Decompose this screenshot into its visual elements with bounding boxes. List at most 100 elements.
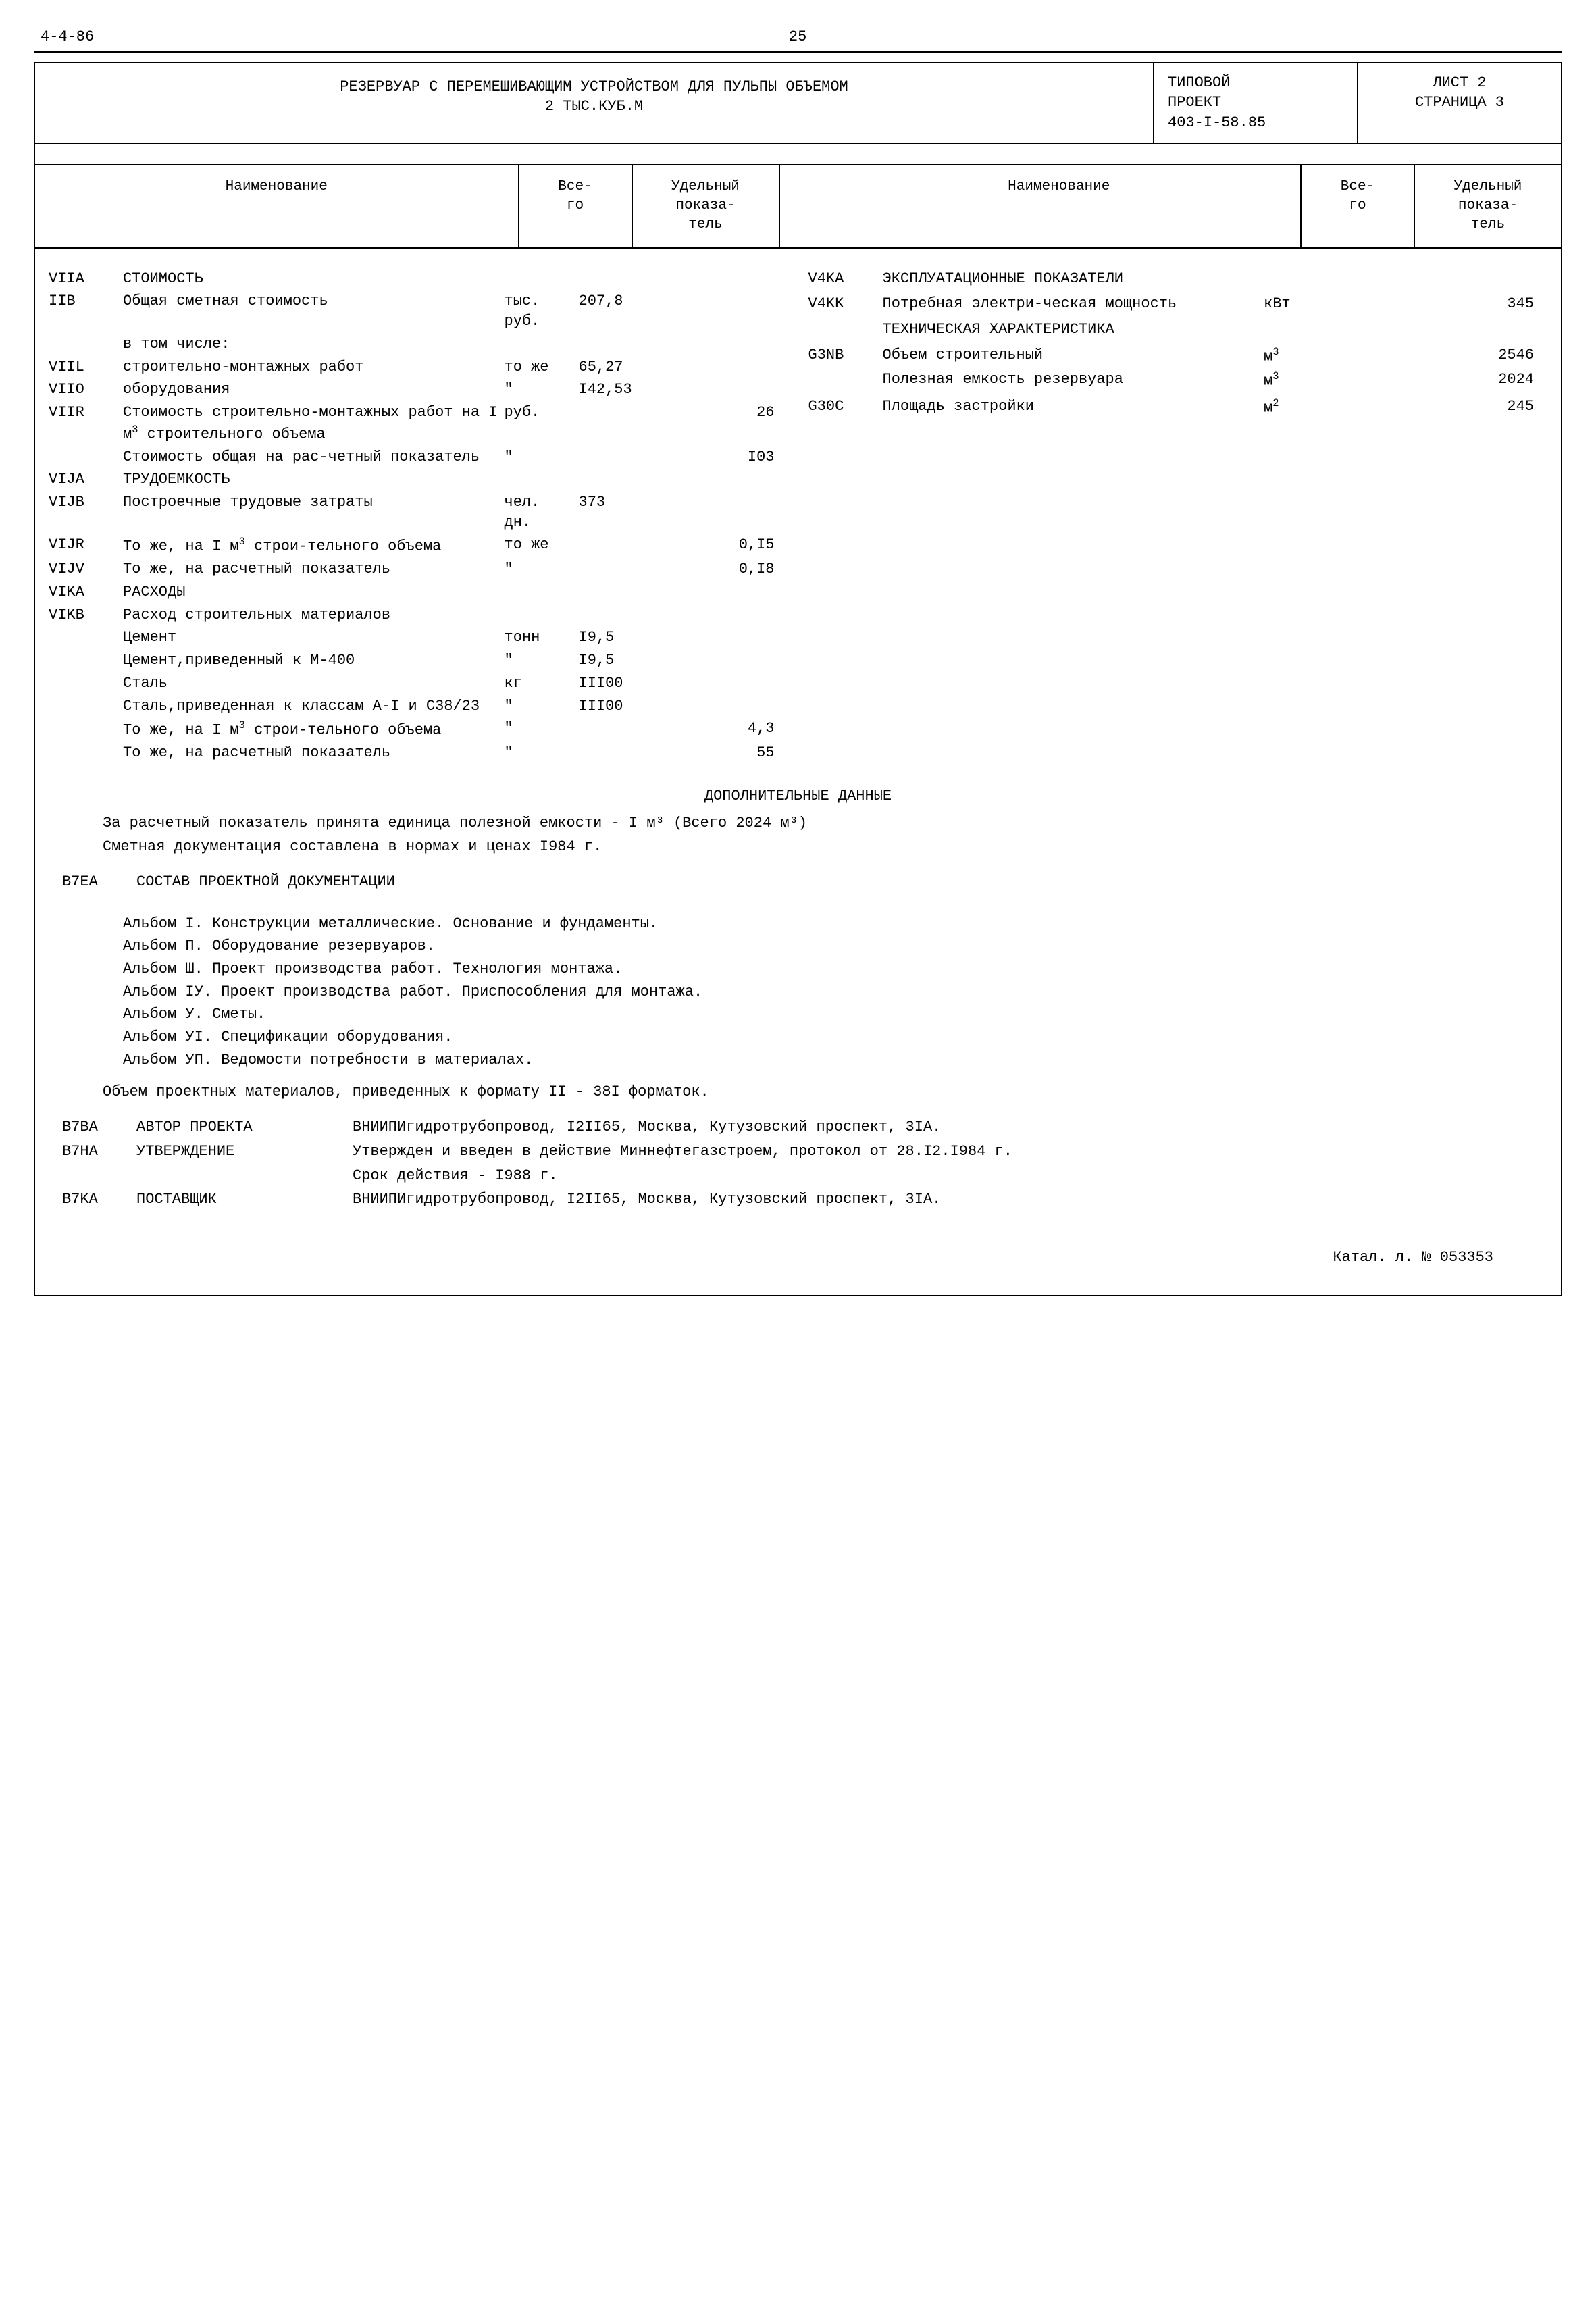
- document-title: РЕЗЕРВУАР С ПЕРЕМЕШИВАЮЩИМ УСТРОЙСТВОМ Д…: [35, 63, 1153, 143]
- table-row: V4KKПотребная электри-ческая мощностькВт…: [808, 294, 1548, 314]
- row-unit: ": [505, 650, 579, 671]
- row-code: VIIL: [49, 357, 123, 378]
- meta-label: УТВЕРЖДЕНИЕ: [136, 1141, 353, 1162]
- table-row: G30CПлощадь застройким2245: [808, 396, 1548, 418]
- row-specific: 0,I8: [680, 559, 788, 580]
- row-specific: I03: [680, 447, 788, 467]
- right-column: V4KAЭКСПЛУАТАЦИОННЫЕ ПОКАЗАТЕЛИ V4KKПотре…: [808, 269, 1548, 766]
- doc-code: 4-4-86: [41, 27, 94, 47]
- row-unit: тонн: [505, 627, 579, 648]
- row-unit: тыс. руб.: [505, 291, 579, 331]
- row-desc: То же, на I м3 строи-тельного объема: [123, 719, 505, 740]
- album-item: Альбом УП. Ведомости потребности в матер…: [123, 1050, 1534, 1071]
- table-row: VIJRТо же, на I м3 строи-тельного объема…: [49, 535, 788, 557]
- table-row: V4KAЭКСПЛУАТАЦИОННЫЕ ПОКАЗАТЕЛИ: [808, 269, 1548, 289]
- doc-section-code: B7EA: [62, 872, 136, 892]
- meta-code: B7KA: [62, 1189, 136, 1210]
- album-item: Альбом П. Оборудование резервуаров.: [123, 936, 1534, 956]
- meta-value: Утвержден и введен в действие Миннефтега…: [353, 1141, 1534, 1162]
- page-header: 4-4-86 25: [34, 27, 1562, 53]
- row-unit: ": [505, 719, 579, 739]
- row-code: VIKA: [49, 582, 123, 602]
- table-row: СталькгIII00: [49, 673, 788, 694]
- table-row: Сталь,приведенная к классам А-I и С38/23…: [49, 696, 788, 717]
- album-item: Альбом I. Конструкции металлические. Осн…: [123, 914, 1534, 934]
- row-desc: Расход строительных материалов: [123, 605, 505, 625]
- table-row: Полезная емкость резервуарам32024: [808, 369, 1548, 391]
- row-code: VIJR: [49, 535, 123, 555]
- row-unit: ": [505, 559, 579, 580]
- row-code: VIIR: [49, 403, 123, 423]
- table-body: VIIAСТОИМОСТЬIIBОбщая сметная стоимостьт…: [35, 249, 1561, 773]
- meta-value: Срок действия - I988 г.: [353, 1166, 1534, 1186]
- row-unit: ": [505, 380, 579, 400]
- left-column: VIIAСТОИМОСТЬIIBОбщая сметная стоимостьт…: [49, 269, 788, 766]
- meta-label: ПОСТАВЩИК: [136, 1189, 353, 1210]
- title-line-2: 2 ТЫС.КУБ.М: [55, 97, 1133, 117]
- table-row: ЦементтоннI9,5: [49, 627, 788, 648]
- meta-row: B7KAПОСТАВЩИКВНИИПИгидротрубопровод, I2I…: [62, 1189, 1534, 1210]
- table-row: VIJBПостроечные трудовые затратычел. дн.…: [49, 492, 788, 532]
- additional-p2: Сметная документация составлена в нормах…: [62, 837, 1534, 857]
- row-code: VIIA: [49, 269, 123, 289]
- row-desc: ТЕХНИЧЕСКАЯ ХАРАКТЕРИСТИКА: [883, 319, 1264, 340]
- table-row: То же, на расчетный показатель"55: [49, 743, 788, 763]
- title-line-1: РЕЗЕРВУАР С ПЕРЕМЕШИВАЮЩИМ УСТРОЙСТВОМ Д…: [55, 77, 1133, 97]
- album-item: Альбом IУ. Проект производства работ. Пр…: [123, 982, 1534, 1002]
- meta-row: B7BAАВТОР ПРОЕКТАВНИИПИгидротрубопровод,…: [62, 1117, 1534, 1137]
- row-code: VIJA: [49, 469, 123, 490]
- row-total: 207,8: [579, 291, 680, 311]
- row-unit: м2: [1264, 396, 1338, 418]
- meta-label: [136, 1166, 353, 1186]
- table-row: Цемент,приведенный к М-400"I9,5: [49, 650, 788, 671]
- row-unit: ": [505, 447, 579, 467]
- row-code: VIJB: [49, 492, 123, 513]
- row-total: 373: [579, 492, 680, 513]
- meta-row: B7HAУТВЕРЖДЕНИЕУтвержден и введен в дейс…: [62, 1141, 1534, 1162]
- row-unit: м3: [1264, 369, 1338, 391]
- table-row: G3NBОбъем строительныйм32546: [808, 345, 1548, 367]
- row-unit: то же: [505, 357, 579, 378]
- row-desc: То же, на I м3 строи-тельного объема: [123, 535, 505, 557]
- row-unit: чел. дн.: [505, 492, 579, 532]
- row-unit: ": [505, 743, 579, 763]
- table-row: Стоимость общая на рас-четный показатель…: [49, 447, 788, 467]
- row-desc: Сталь,приведенная к классам А-I и С38/23: [123, 696, 505, 717]
- col-total-2: Все- го: [1300, 165, 1414, 247]
- row-desc: РАСХОДЫ: [123, 582, 505, 602]
- row-desc: Стоимость общая на рас-четный показатель: [123, 447, 505, 467]
- table-row: VIIAСТОИМОСТЬ: [49, 269, 788, 289]
- row-specific: 0,I5: [680, 535, 788, 555]
- row-code: V4KA: [808, 269, 883, 289]
- meta-label: АВТОР ПРОЕКТА: [136, 1117, 353, 1137]
- row-desc: Стоимость строительно-монтажных работ на…: [123, 403, 505, 444]
- col-name: Наименование: [35, 165, 518, 247]
- row-desc: ЭКСПЛУАТАЦИОННЫЕ ПОКАЗАТЕЛИ: [883, 269, 1264, 289]
- row-desc: То же, на расчетный показатель: [123, 743, 505, 763]
- row-desc: СТОИМОСТЬ: [123, 269, 505, 289]
- row-desc: Общая сметная стоимость: [123, 291, 505, 311]
- table-header-row: Наименование Все- го Удельный показа- те…: [35, 165, 1561, 249]
- meta-code: [62, 1166, 136, 1186]
- row-code: VIIO: [49, 380, 123, 400]
- table-row: VIJAТРУДОЕМКОСТЬ: [49, 469, 788, 490]
- table-row: IIBОбщая сметная стоимостьтыс. руб.207,8: [49, 291, 788, 331]
- row-code: G3NB: [808, 345, 883, 365]
- row-total: I42,53: [579, 380, 680, 400]
- col-specific-2: Удельный показа- тель: [1414, 165, 1561, 247]
- col-name-2: Наименование: [818, 165, 1301, 247]
- row-total: I9,5: [579, 627, 680, 648]
- row-total: III00: [579, 673, 680, 694]
- row-specific: 2024: [1439, 369, 1547, 390]
- row-code: G30C: [808, 396, 883, 417]
- table-row: То же, на I м3 строи-тельного объема"4,3: [49, 719, 788, 740]
- table-row: VIKBРасход строительных материалов: [49, 605, 788, 625]
- row-unit: то же: [505, 535, 579, 555]
- table-row: VIJVТо же, на расчетный показатель"0,I8: [49, 559, 788, 580]
- row-desc: в том числе:: [123, 334, 505, 355]
- row-code: V4KK: [808, 294, 883, 314]
- row-unit: руб.: [505, 403, 579, 423]
- additional-p1: За расчетный показатель принята единица …: [62, 813, 1534, 833]
- row-desc: То же, на расчетный показатель: [123, 559, 505, 580]
- row-desc: Площадь застройки: [883, 396, 1264, 417]
